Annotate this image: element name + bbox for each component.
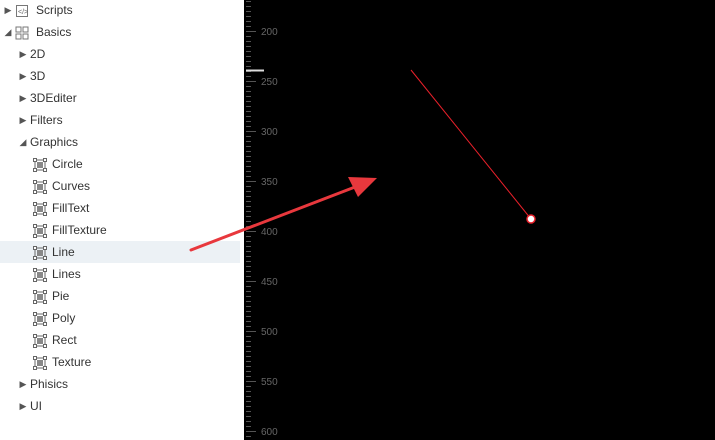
tree-item-label: 3DEditer bbox=[30, 91, 77, 105]
node-icon bbox=[33, 355, 47, 370]
ruler-label: 300 bbox=[261, 127, 278, 138]
tree-item-filltext[interactable]: FillText bbox=[0, 197, 240, 219]
tree-item-label: 2D bbox=[30, 47, 46, 61]
tree-item-label: FillTexture bbox=[52, 223, 107, 237]
line-endpoint-handle[interactable] bbox=[526, 214, 536, 224]
collapsed-arrow-icon[interactable]: ▶ bbox=[19, 115, 27, 125]
tree-item-label: Scripts bbox=[36, 3, 73, 17]
tree-item-label: Line bbox=[52, 245, 75, 259]
node-icon bbox=[33, 289, 47, 304]
tree-item-pie[interactable]: Pie bbox=[0, 285, 240, 307]
node-icon bbox=[33, 267, 47, 282]
grid-icon bbox=[15, 25, 29, 40]
demo-red-line bbox=[410, 69, 532, 220]
tree-item-lines[interactable]: Lines bbox=[0, 263, 240, 285]
node-icon bbox=[33, 311, 47, 326]
svg-text:</>: </> bbox=[18, 9, 28, 16]
ruler-label: 450 bbox=[261, 277, 278, 288]
tree-item-label: UI bbox=[30, 399, 42, 413]
collapsed-arrow-icon[interactable]: ▶ bbox=[19, 49, 27, 59]
tree-item-ui[interactable]: ▶ UI bbox=[0, 395, 240, 417]
node-icon bbox=[33, 201, 47, 216]
node-icon bbox=[33, 157, 47, 172]
tree-item-label: Rect bbox=[52, 333, 77, 347]
tree-item-label: Circle bbox=[52, 157, 83, 171]
tree-item-label: Lines bbox=[52, 267, 81, 281]
node-icon bbox=[33, 333, 47, 348]
tree-item-curves[interactable]: Curves bbox=[0, 175, 240, 197]
tree-item-poly[interactable]: Poly bbox=[0, 307, 240, 329]
ruler-label: 550 bbox=[261, 377, 278, 388]
tree-item-filters[interactable]: ▶ Filters bbox=[0, 109, 240, 131]
collapsed-arrow-icon[interactable]: ▶ bbox=[19, 401, 27, 411]
tree-item-line[interactable]: Line bbox=[0, 241, 240, 263]
node-icon bbox=[33, 179, 47, 194]
ruler-label: 200 bbox=[261, 27, 278, 38]
tree-item-filltexture[interactable]: FillTexture bbox=[0, 219, 240, 241]
tree-item-label: 3D bbox=[30, 69, 46, 83]
tree-item-label: Filters bbox=[30, 113, 63, 127]
ruler-label: 500 bbox=[261, 327, 278, 338]
ruler-label: 350 bbox=[261, 177, 278, 188]
preview-canvas[interactable]: 200 250 300 350 400 450 500 550 600 bbox=[244, 0, 715, 440]
tree-item-2d[interactable]: ▶ 2D bbox=[0, 43, 240, 65]
tree-item-texture[interactable]: Texture bbox=[0, 351, 240, 373]
tree-item-phisics[interactable]: ▶ Phisics bbox=[0, 373, 240, 395]
tree-item-label: FillText bbox=[52, 201, 90, 215]
node-icon bbox=[33, 245, 47, 260]
expanded-arrow-icon[interactable]: ◢ bbox=[19, 137, 27, 147]
tree-item-rect[interactable]: Rect bbox=[0, 329, 240, 351]
tree-item-basics[interactable]: ◢ Basics bbox=[0, 21, 240, 43]
tree-item-circle[interactable]: Circle bbox=[0, 153, 240, 175]
project-tree-panel: ▶ </> Scripts ◢ Basics ▶ 2D ▶ 3D ▶ 3DEditer ▶ Filter… bbox=[0, 0, 244, 440]
script-icon: </> bbox=[15, 3, 29, 17]
tree-item-3d[interactable]: ▶ 3D bbox=[0, 65, 240, 87]
tree-item-graphics[interactable]: ◢ Graphics bbox=[0, 131, 240, 153]
tree-item-label: Pie bbox=[52, 289, 70, 303]
tree-item-label: Graphics bbox=[30, 135, 79, 149]
collapsed-arrow-icon[interactable]: ▶ bbox=[19, 379, 27, 389]
tree-item-3dediter[interactable]: ▶ 3DEditer bbox=[0, 87, 240, 109]
line-demo bbox=[410, 69, 536, 224]
tree-item-scripts[interactable]: ▶ </> Scripts bbox=[0, 0, 240, 21]
ruler-label: 250 bbox=[261, 77, 278, 88]
ruler-label: 600 bbox=[261, 427, 278, 438]
tree-item-label: Phisics bbox=[30, 377, 69, 391]
tree-item-label: Poly bbox=[52, 311, 76, 325]
tree-item-label: Curves bbox=[52, 179, 91, 193]
node-icon bbox=[33, 223, 47, 238]
tree-item-label: Basics bbox=[36, 25, 72, 39]
collapsed-arrow-icon[interactable]: ▶ bbox=[4, 5, 12, 15]
tree-item-label: Texture bbox=[52, 355, 92, 369]
collapsed-arrow-icon[interactable]: ▶ bbox=[19, 71, 27, 81]
expanded-arrow-icon[interactable]: ◢ bbox=[4, 27, 12, 37]
collapsed-arrow-icon[interactable]: ▶ bbox=[19, 93, 27, 103]
